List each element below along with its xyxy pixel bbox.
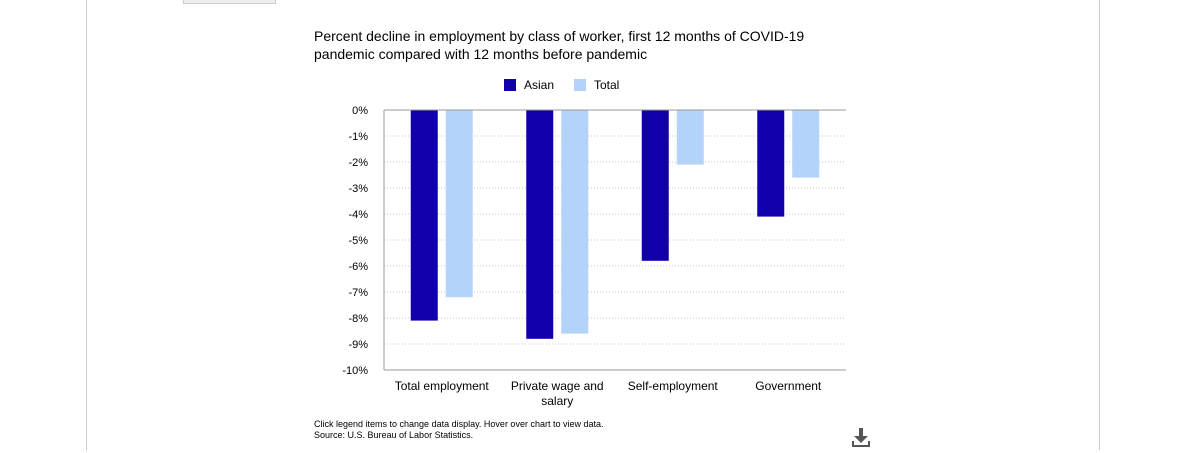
download-icon[interactable] bbox=[850, 426, 872, 448]
y-tick-label: -8% bbox=[348, 313, 368, 325]
footnote-source: Source: U.S. Bureau of Labor Statistics. bbox=[314, 430, 474, 440]
chart-title: Percent decline in employment by class o… bbox=[314, 28, 805, 62]
bar-total-3[interactable] bbox=[792, 110, 820, 178]
tab-stub[interactable] bbox=[183, 0, 276, 4]
x-tick-label: salary bbox=[541, 394, 573, 408]
bar-asian-3[interactable] bbox=[757, 110, 785, 217]
legend-swatch-total bbox=[574, 79, 586, 91]
legend-item-asian[interactable]: Asian bbox=[504, 76, 554, 94]
legend-swatch-asian bbox=[504, 79, 516, 91]
y-tick-label: -3% bbox=[348, 183, 368, 195]
y-tick-label: -7% bbox=[348, 287, 368, 299]
y-tick-label: -5% bbox=[348, 235, 368, 247]
x-tick-label: Government bbox=[755, 379, 822, 393]
y-tick-label: -2% bbox=[348, 157, 368, 169]
bar-asian-1[interactable] bbox=[526, 110, 554, 339]
x-tick-label: Self-employment bbox=[628, 379, 719, 393]
legend-label-total: Total bbox=[594, 78, 620, 92]
bar-total-2[interactable] bbox=[676, 110, 704, 165]
y-tick-label: 0% bbox=[352, 105, 368, 117]
y-tick-label: -4% bbox=[348, 209, 368, 221]
bar-asian-2[interactable] bbox=[641, 110, 669, 261]
chart-panel bbox=[86, 0, 1100, 450]
legend: Asian Total bbox=[0, 76, 1192, 94]
footnote-instructions: Click legend items to change data displa… bbox=[314, 419, 604, 429]
chart-footnote: Click legend items to change data displa… bbox=[314, 419, 603, 441]
y-tick-label: -9% bbox=[348, 339, 368, 351]
y-tick-label: -6% bbox=[348, 261, 368, 273]
legend-item-total[interactable]: Total bbox=[574, 76, 619, 94]
legend-label-asian: Asian bbox=[524, 78, 555, 92]
x-tick-label: Private wage and bbox=[511, 379, 604, 393]
bar-asian-0[interactable] bbox=[410, 110, 438, 321]
y-tick-label: -10% bbox=[342, 365, 368, 377]
x-tick-label: Total employment bbox=[395, 379, 490, 393]
bar-total-0[interactable] bbox=[445, 110, 473, 298]
y-tick-label: -1% bbox=[348, 131, 368, 143]
bar-total-1[interactable] bbox=[561, 110, 589, 334]
